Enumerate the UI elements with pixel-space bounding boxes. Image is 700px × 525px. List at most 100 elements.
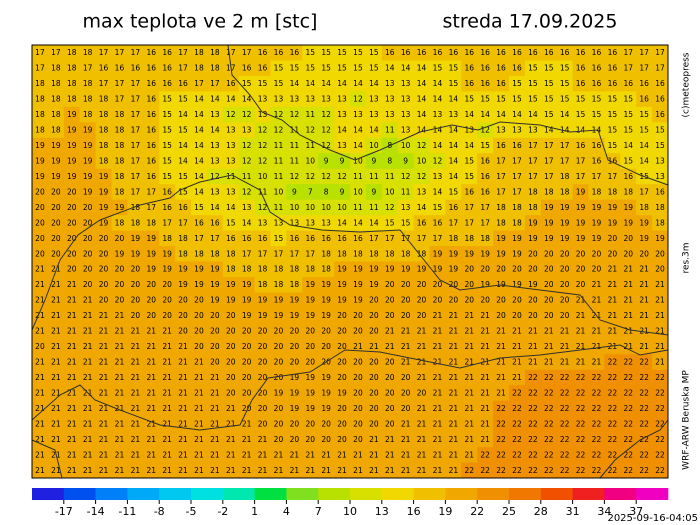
cell-value: 21 [480, 311, 490, 320]
field-cell [334, 106, 351, 123]
cell-value: 20 [67, 187, 77, 196]
cell-value: 11 [369, 203, 379, 212]
field-cell [318, 338, 335, 355]
cell-value: 21 [178, 466, 188, 475]
cell-value: 21 [464, 404, 474, 413]
field-cell [222, 292, 240, 309]
field-cell [79, 276, 96, 293]
cell-value: 21 [401, 435, 411, 444]
field-cell [254, 199, 271, 216]
cell-value: 21 [449, 342, 459, 351]
field-cell [556, 75, 573, 92]
field-cell [381, 230, 399, 247]
cell-value: 20 [560, 265, 570, 274]
cell-value: 21 [480, 327, 490, 336]
cell-value: 11 [226, 172, 236, 181]
field-cell [222, 307, 240, 324]
cell-value: 19 [433, 249, 443, 258]
field-cell [63, 292, 81, 309]
field-cell [286, 292, 303, 309]
field-cell [588, 75, 605, 92]
cell-value: 16 [480, 172, 490, 181]
field-cell [318, 292, 335, 309]
cell-value: 14 [353, 218, 363, 227]
field-cell [32, 184, 49, 201]
field-cell [636, 261, 653, 278]
cell-value: 20 [35, 249, 45, 258]
field-cell [95, 338, 112, 355]
field-cell [556, 45, 573, 61]
cell-value: 18 [560, 187, 570, 196]
cell-value: 20 [560, 280, 570, 289]
field-cell [206, 276, 224, 293]
field-cell [350, 168, 367, 185]
field-cell [238, 307, 255, 324]
field-cell [588, 261, 605, 278]
field-cell [175, 338, 192, 355]
colorbar-tick-label: 25 [502, 505, 516, 518]
field-cell [477, 75, 494, 92]
cell-value: 19 [417, 265, 427, 274]
cell-value: 14 [226, 203, 236, 212]
cell-value: 15 [576, 110, 586, 119]
cell-value: 21 [131, 404, 141, 413]
field-cell [206, 122, 224, 139]
field-cell [381, 184, 399, 201]
field-cell [254, 338, 271, 355]
field-cell [461, 199, 478, 216]
cell-value: 19 [67, 141, 77, 150]
cell-value: 21 [353, 450, 363, 459]
colorbar-segment [222, 488, 255, 500]
field-cell [636, 354, 653, 371]
cell-value: 11 [385, 126, 395, 135]
cell-value: 19 [608, 218, 618, 227]
cell-value: 17 [99, 48, 109, 57]
field-cell [111, 323, 128, 340]
cell-value: 14 [353, 126, 363, 135]
cell-value: 16 [401, 48, 411, 57]
field-cell [175, 276, 192, 293]
cell-value: 22 [623, 388, 633, 397]
cell-value: 20 [401, 373, 411, 382]
field-cell [461, 45, 478, 61]
field-cell [524, 60, 542, 77]
cell-value: 21 [242, 450, 252, 459]
field-cell [509, 199, 526, 216]
cell-value: 15 [194, 203, 204, 212]
field-cell [477, 137, 494, 154]
field-cell [652, 137, 669, 154]
field-cell [63, 199, 81, 216]
field-cell [365, 307, 383, 324]
cell-value: 14 [194, 110, 204, 119]
field-cell [365, 215, 383, 231]
cell-value: 21 [417, 419, 427, 428]
cell-value: 21 [592, 342, 602, 351]
field-cell [318, 199, 335, 216]
field-cell [254, 122, 271, 139]
cell-value: 14 [369, 218, 379, 227]
cell-value: 21 [178, 342, 188, 351]
colorbar-segment [286, 488, 319, 500]
cell-value: 16 [592, 156, 602, 165]
field-cell [350, 106, 367, 123]
cell-value: 16 [146, 172, 156, 181]
cell-value: 20 [51, 203, 61, 212]
field-cell [143, 261, 160, 278]
cell-value: 20 [337, 419, 347, 428]
cell-value: 20 [560, 249, 570, 258]
field-cell [191, 292, 208, 309]
cell-value: 19 [51, 141, 61, 150]
cell-value: 13 [337, 141, 347, 150]
cell-value: 21 [464, 435, 474, 444]
field-cell [191, 215, 208, 231]
cell-value: 14 [194, 156, 204, 165]
cell-value: 21 [290, 466, 300, 475]
field-cell [397, 292, 414, 309]
cell-value: 10 [353, 156, 363, 165]
field-cell [95, 230, 112, 247]
cell-value: 13 [321, 95, 331, 104]
cell-value: 18 [385, 249, 395, 258]
cell-value: 22 [576, 435, 586, 444]
field-cell [397, 215, 414, 231]
field-cell [79, 292, 96, 309]
